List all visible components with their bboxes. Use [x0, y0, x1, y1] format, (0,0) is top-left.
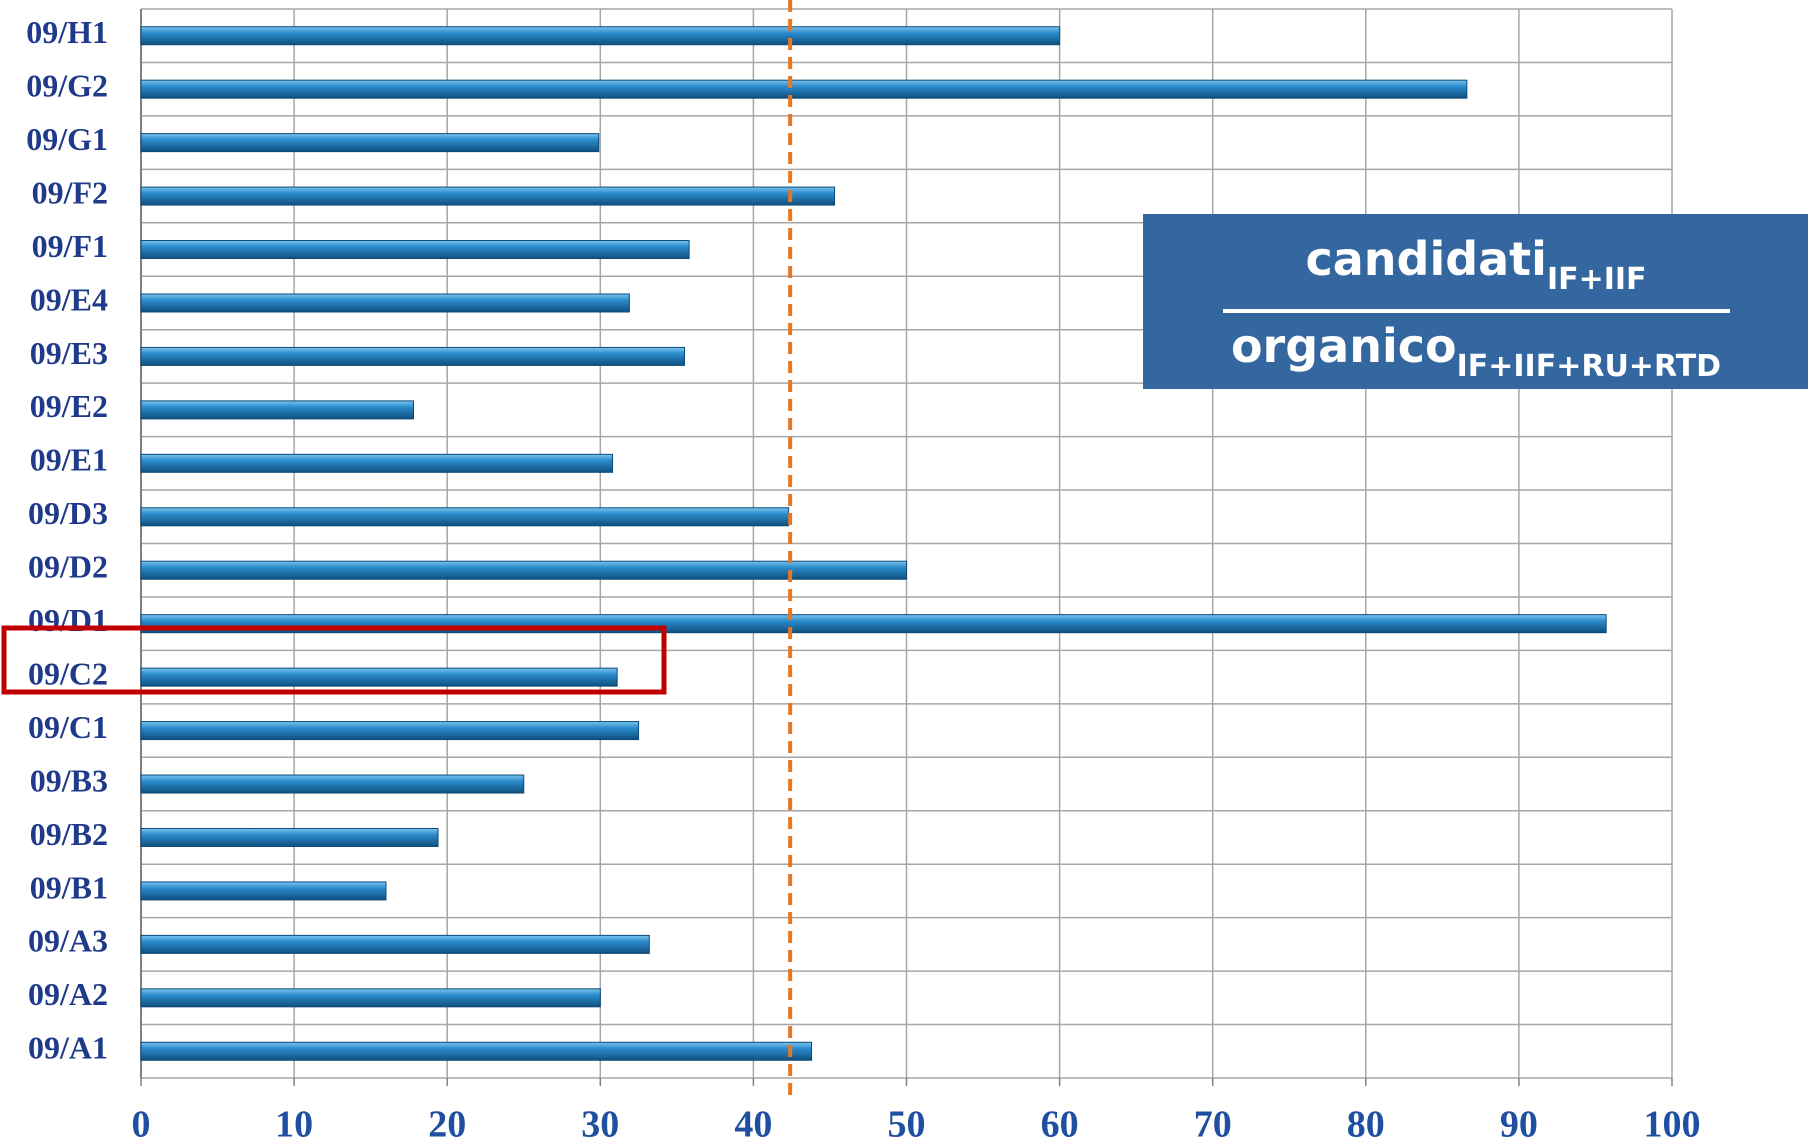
bar — [140, 881, 387, 901]
bar — [140, 560, 907, 580]
numerator: candidati — [1305, 232, 1546, 286]
y-tick-label: 09/D3 — [28, 495, 108, 531]
x-tick-label: 40 — [734, 1104, 772, 1146]
y-tick-label: 09/B1 — [30, 869, 108, 905]
bar — [140, 507, 790, 527]
bar — [140, 774, 525, 794]
y-tick-label: 09/B2 — [30, 816, 108, 852]
x-tick-label: 90 — [1500, 1104, 1538, 1146]
formula-box — [1143, 214, 1808, 389]
bar — [140, 400, 415, 420]
y-tick-label: 09/H1 — [26, 14, 108, 50]
x-tick-label: 10 — [275, 1104, 313, 1146]
numerator-sub: IF+IIF — [1547, 262, 1647, 297]
y-tick-label: 09/G2 — [26, 68, 108, 104]
x-tick-label: 60 — [1041, 1104, 1079, 1146]
x-tick-label: 0 — [132, 1104, 151, 1146]
bar — [140, 721, 640, 741]
y-tick-label: 09/A3 — [28, 923, 108, 959]
y-tick-label: 09/C1 — [28, 709, 108, 745]
x-tick-label: 50 — [888, 1104, 926, 1146]
denominator: organico — [1231, 319, 1457, 373]
y-tick-label: 09/C2 — [28, 655, 108, 691]
bar — [140, 79, 1468, 99]
formula-numerator: candidatiIF+IIF — [1305, 232, 1646, 297]
denominator-sub: IF+IIF+RU+RTD — [1457, 349, 1721, 384]
bar — [140, 667, 618, 687]
y-tick-label: 09/D1 — [28, 602, 108, 638]
x-tick-label: 100 — [1644, 1104, 1701, 1146]
bar — [140, 240, 690, 260]
y-tick-label: 09/E2 — [30, 388, 108, 424]
bar — [140, 293, 630, 313]
y-tick-label: 09/A2 — [28, 976, 108, 1012]
bar — [140, 934, 650, 954]
bar — [140, 1041, 813, 1061]
bar — [140, 346, 686, 366]
formula-denominator: organicoIF+IIF+RU+RTD — [1231, 319, 1721, 384]
y-tick-label: 09/B3 — [30, 762, 108, 798]
y-tick-label: 09/E4 — [30, 281, 108, 317]
y-tick-label: 09/E3 — [30, 335, 108, 371]
bar — [140, 186, 836, 206]
bar — [140, 988, 601, 1008]
x-tick-label: 20 — [428, 1104, 466, 1146]
bar — [140, 827, 439, 847]
y-tick-label: 09/G1 — [26, 121, 108, 157]
x-tick-label: 80 — [1347, 1104, 1385, 1146]
y-tick-label: 09/D2 — [28, 549, 108, 585]
highlight-box — [1, 625, 667, 695]
y-tick-label: 09/F2 — [32, 174, 108, 210]
x-tick-label: 30 — [581, 1104, 619, 1146]
bar — [140, 133, 600, 153]
y-tick-label: 09/A1 — [28, 1030, 108, 1066]
bar — [140, 26, 1061, 46]
y-tick-label: 09/E1 — [30, 442, 108, 478]
x-tick-label: 70 — [1194, 1104, 1232, 1146]
bar — [140, 453, 614, 473]
y-tick-label: 09/F1 — [32, 228, 108, 264]
